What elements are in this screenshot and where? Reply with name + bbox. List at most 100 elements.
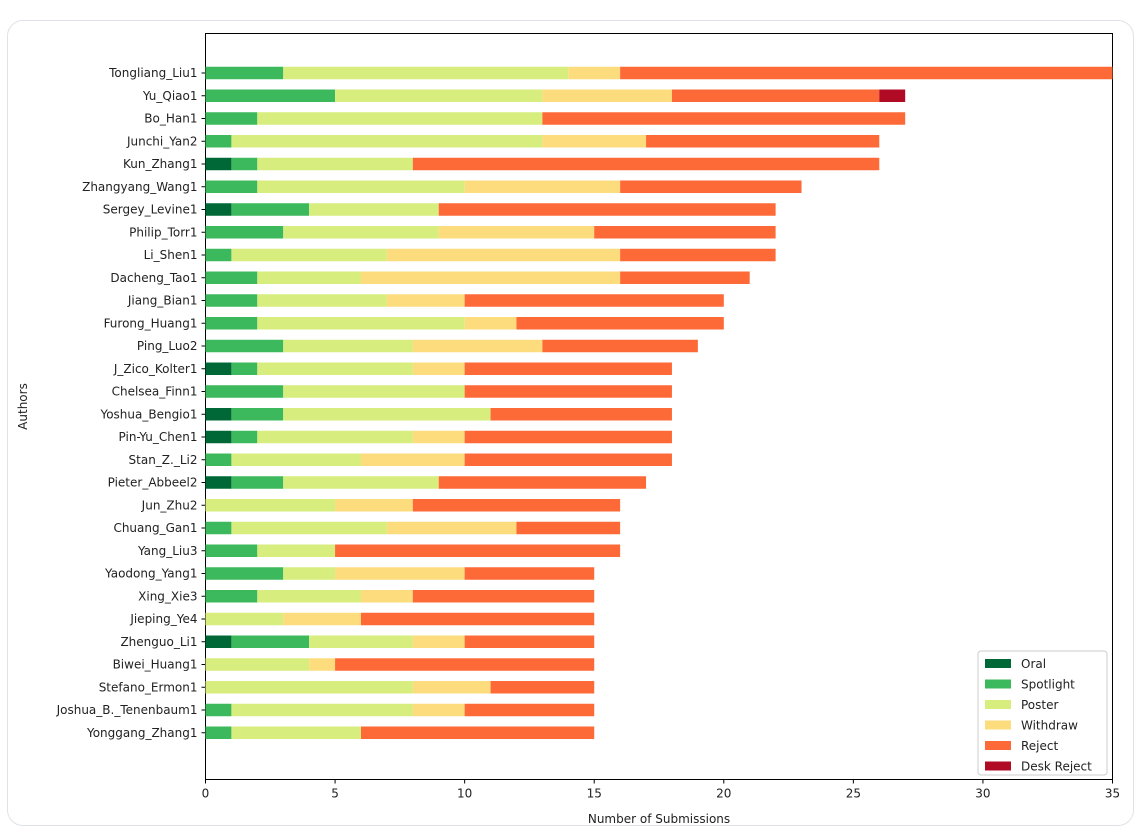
bar-segment bbox=[283, 476, 439, 489]
bar-segment bbox=[386, 248, 621, 262]
bar-segment bbox=[335, 89, 543, 102]
bar-segment bbox=[309, 203, 439, 216]
bar-segment bbox=[360, 453, 465, 466]
legend-swatch bbox=[985, 761, 1011, 771]
bar-segment bbox=[542, 339, 698, 353]
bar-segment bbox=[671, 89, 880, 102]
legend-swatch bbox=[985, 720, 1011, 730]
bar-segment bbox=[542, 135, 647, 148]
bar-segment bbox=[205, 385, 284, 398]
bar-segment bbox=[205, 590, 258, 603]
x-tick-label: 15 bbox=[587, 787, 602, 801]
bar-segment bbox=[283, 567, 336, 580]
bar-segment bbox=[257, 157, 413, 171]
bar-segment bbox=[464, 362, 672, 375]
y-tick-label: Tongliang_Liu1 bbox=[108, 66, 197, 80]
y-tick-label: Yoshua_Bengio1 bbox=[99, 407, 197, 421]
bar-segment bbox=[646, 135, 880, 148]
y-tick-label: Yaodong_Yang1 bbox=[104, 567, 197, 581]
bar-segment bbox=[335, 658, 595, 671]
bar-segment bbox=[620, 271, 750, 284]
bar-segment bbox=[231, 726, 361, 739]
bar-segment bbox=[879, 89, 906, 102]
bar-segment bbox=[205, 203, 232, 216]
bar-segment bbox=[542, 89, 672, 102]
bar-segment bbox=[205, 567, 284, 580]
bar-segment bbox=[464, 567, 595, 580]
y-tick-label: Chelsea_Finn1 bbox=[112, 385, 198, 399]
bar-segment bbox=[231, 135, 543, 148]
bar-segment bbox=[438, 476, 647, 489]
legend-label: Desk Reject bbox=[1021, 760, 1092, 774]
bar-segment bbox=[594, 226, 776, 239]
bar-segment bbox=[516, 521, 621, 535]
bar-segment bbox=[257, 271, 361, 284]
bar-segment bbox=[283, 226, 439, 239]
y-tick-label: Chuang_Gan1 bbox=[113, 521, 197, 535]
bar-segment bbox=[205, 294, 258, 307]
x-tick-label: 20 bbox=[716, 787, 731, 801]
bar-segment bbox=[464, 180, 621, 193]
bar-segment bbox=[283, 612, 361, 626]
x-tick-label: 0 bbox=[202, 787, 210, 801]
bar-segment bbox=[412, 430, 465, 444]
x-tick-label: 25 bbox=[846, 787, 861, 801]
legend-label: Poster bbox=[1021, 698, 1058, 712]
bar-segment bbox=[283, 66, 569, 80]
y-tick-label: Ping_Luo2 bbox=[137, 339, 198, 353]
bar-segment bbox=[205, 157, 232, 171]
bar-segment bbox=[231, 157, 258, 171]
legend-swatch bbox=[985, 679, 1011, 689]
y-tick-label: Stan_Z._Li2 bbox=[129, 453, 198, 467]
bar-segment bbox=[360, 612, 595, 626]
bar-segment bbox=[464, 317, 517, 330]
y-tick-label: Biwei_Huang1 bbox=[113, 658, 198, 672]
bar-segment bbox=[231, 453, 361, 466]
bar-segment bbox=[620, 180, 802, 193]
bar-segment bbox=[464, 430, 672, 444]
y-tick-label: Junchi_Yan2 bbox=[126, 134, 198, 148]
bar-segment bbox=[386, 294, 465, 307]
bar-segment bbox=[438, 203, 776, 216]
bar-segment bbox=[309, 658, 336, 671]
legend-swatch bbox=[985, 741, 1011, 750]
y-axis-label: Authors bbox=[16, 383, 30, 430]
bar-segment bbox=[257, 317, 465, 330]
bar-segment bbox=[205, 271, 258, 284]
bar-segment bbox=[231, 362, 258, 375]
bar-segment bbox=[231, 430, 258, 444]
y-tick-label: Stefano_Ermon1 bbox=[99, 680, 198, 694]
bar-segment bbox=[542, 112, 906, 125]
bar-segment bbox=[205, 226, 284, 239]
bar-segment bbox=[386, 521, 517, 535]
y-tick-label: Joshua_B._Tenenbaum1 bbox=[56, 703, 198, 717]
bar-segment bbox=[205, 635, 232, 648]
x-tick-label: 5 bbox=[331, 787, 339, 801]
bar-segment bbox=[205, 681, 413, 694]
y-tick-label: Furong_Huang1 bbox=[104, 316, 198, 330]
y-tick-label: Kun_Zhang1 bbox=[123, 157, 198, 171]
bar-segment bbox=[257, 544, 336, 557]
legend-label: Withdraw bbox=[1021, 719, 1078, 733]
bar-segment bbox=[205, 362, 232, 375]
bar-segment bbox=[464, 385, 672, 398]
y-tick-label: Pieter_Abbeel2 bbox=[108, 476, 198, 490]
y-tick-label: Yonggang_Zhang1 bbox=[86, 726, 198, 740]
bar-segment bbox=[464, 453, 672, 466]
bar-segment bbox=[412, 635, 465, 648]
bar-segment bbox=[335, 567, 465, 580]
bar-segment bbox=[360, 271, 621, 284]
bar-segment bbox=[568, 66, 621, 80]
bar-segment bbox=[257, 294, 387, 307]
legend-swatch bbox=[985, 700, 1011, 709]
bar-segment bbox=[335, 499, 413, 512]
bar-segment bbox=[283, 339, 413, 353]
bar-segment bbox=[231, 408, 284, 421]
bar-segment bbox=[205, 317, 258, 330]
bar-segment bbox=[464, 703, 595, 717]
bar-segment bbox=[412, 339, 543, 353]
bar-segment bbox=[205, 408, 232, 421]
bar-segment bbox=[205, 180, 258, 193]
bar-segment bbox=[205, 66, 284, 80]
y-tick-label: Zhangyang_Wang1 bbox=[82, 180, 197, 194]
